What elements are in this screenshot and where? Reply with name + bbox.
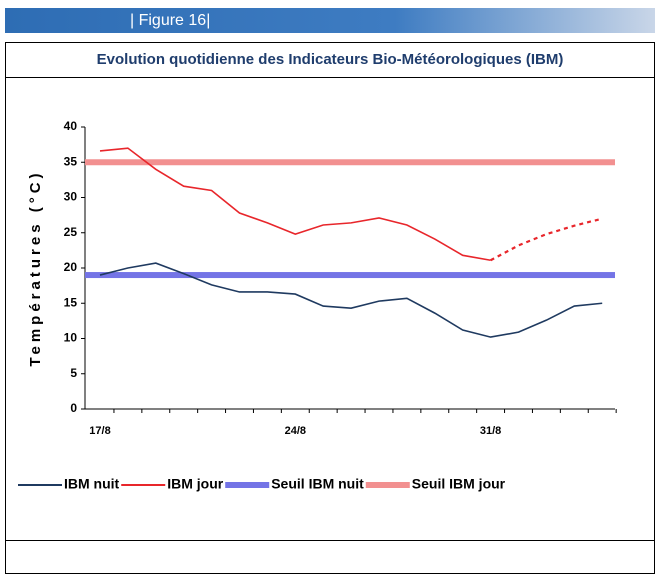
y-tick-label: 10 <box>64 331 78 345</box>
y-tick-label: 20 <box>64 260 78 274</box>
y-axis-label: Températures (°C) <box>27 169 44 366</box>
y-tick-label: 40 <box>64 119 78 133</box>
threshold-line <box>85 272 615 279</box>
x-tick-label: 31/8 <box>480 425 501 437</box>
y-tick-label: 15 <box>64 295 78 309</box>
legend-swatch <box>365 482 410 488</box>
series-line <box>490 217 603 262</box>
legend-swatch <box>225 482 270 488</box>
y-tick-label: 35 <box>64 154 78 168</box>
series-line <box>99 262 603 338</box>
header-bar <box>5 8 655 33</box>
legend-label: IBM nuit <box>64 476 120 492</box>
figure-label: | Figure 16| <box>130 12 210 29</box>
threshold-line <box>85 159 615 166</box>
y-tick-label: 30 <box>64 190 78 204</box>
x-tick-label: 24/8 <box>285 425 306 437</box>
x-tick-label: 17/8 <box>89 425 110 437</box>
legend-label: Seuil IBM jour <box>412 476 506 492</box>
y-tick-label: 0 <box>70 401 77 415</box>
y-tick-label: 25 <box>64 225 78 239</box>
legend-label: IBM jour <box>167 476 224 492</box>
series-line <box>99 147 491 262</box>
frame <box>5 42 655 574</box>
legend-label: Seuil IBM nuit <box>271 476 364 492</box>
chart-title: Evolution quotidienne des Indicateurs Bi… <box>97 51 564 68</box>
y-tick-label: 5 <box>70 366 77 380</box>
